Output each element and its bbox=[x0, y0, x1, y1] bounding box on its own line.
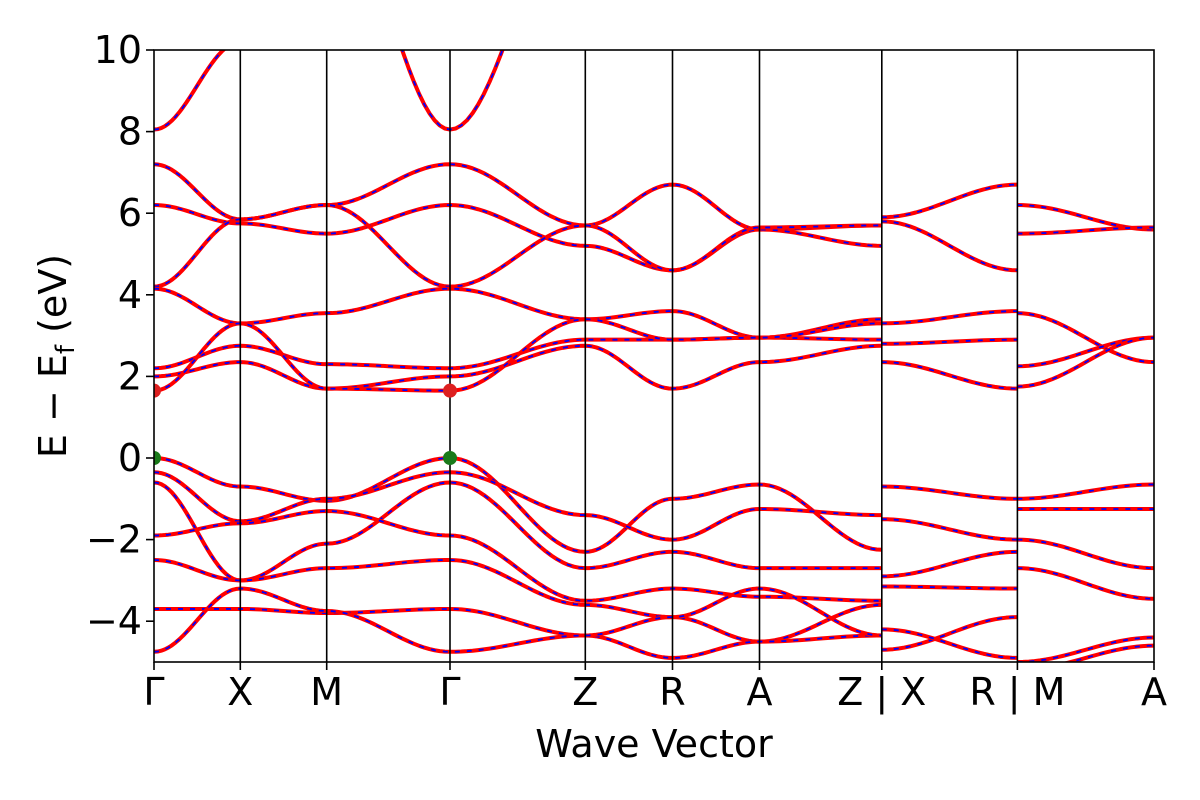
k-point-label-9: A bbox=[1141, 670, 1167, 714]
band-line-31 bbox=[1017, 482, 1154, 501]
band-line-21 bbox=[881, 517, 1018, 542]
svg-text:E − Ef (eV): E − Ef (eV) bbox=[31, 254, 81, 458]
band-line-overlay-12 bbox=[154, 559, 882, 643]
band-line-23 bbox=[881, 584, 1018, 591]
cbm-marker-1 bbox=[443, 383, 457, 398]
band-line-7 bbox=[154, 317, 882, 393]
vbm-marker-2 bbox=[154, 451, 161, 465]
y-axis-title-subscript: f bbox=[51, 344, 81, 354]
k-point-label-8: R | M bbox=[969, 670, 1065, 715]
band-line-15 bbox=[881, 182, 1018, 220]
y-axis-title: E − Ef (eV) bbox=[31, 254, 81, 458]
band-line-24 bbox=[881, 615, 1018, 652]
y-axis-ticks: 10 8 6 4 2 0 −2 −4 bbox=[86, 28, 154, 643]
y-tick-label-1: 8 bbox=[118, 110, 142, 154]
band-line-overlay-14 bbox=[154, 587, 882, 653]
y-tick-label-3: 4 bbox=[118, 273, 142, 317]
band-line-overlay-10 bbox=[154, 481, 882, 582]
band-line-overlay-2 bbox=[154, 204, 882, 272]
band-line-35 bbox=[1017, 635, 1154, 662]
x-axis-title: Wave Vector bbox=[535, 722, 773, 766]
band-line-33 bbox=[1017, 537, 1154, 571]
y-tick-label-6: −2 bbox=[86, 518, 142, 562]
band-line-overlay-30 bbox=[1017, 336, 1154, 388]
k-point-label-5: R bbox=[659, 670, 685, 714]
band-line-overlay-13 bbox=[154, 608, 882, 659]
k-point-label-4: Z bbox=[572, 670, 598, 714]
k-point-label-0: Γ bbox=[143, 670, 164, 714]
band-line-9 bbox=[154, 470, 882, 542]
band-line-36 bbox=[1062, 643, 1154, 662]
k-point-label-3: Γ bbox=[439, 670, 460, 714]
band-line-25 bbox=[881, 627, 1018, 660]
y-tick-label-7: −4 bbox=[86, 599, 142, 643]
y-tick-label-0: 10 bbox=[94, 28, 142, 72]
band-line-overlay-16 bbox=[881, 220, 1018, 272]
band-line-overlay-6 bbox=[154, 344, 882, 390]
y-axis-title-main: E − E bbox=[31, 354, 75, 458]
band-line-overlay-8 bbox=[154, 457, 882, 553]
band-line-overlay-11 bbox=[154, 510, 882, 602]
band-line-overlay-1 bbox=[154, 163, 882, 231]
band-line-34 bbox=[1017, 566, 1154, 601]
y-tick-label-2: 6 bbox=[118, 191, 142, 235]
band-line-2 bbox=[154, 203, 882, 273]
band-line-10 bbox=[154, 480, 882, 583]
band-line-0 bbox=[154, 50, 505, 132]
k-point-label-7: Z | X bbox=[837, 670, 926, 715]
band-line-overlay-28 bbox=[1017, 312, 1154, 364]
band-line-19 bbox=[881, 360, 1018, 391]
band-line-18 bbox=[881, 337, 1018, 346]
band-line-22 bbox=[881, 549, 1018, 579]
k-point-label-1: X bbox=[227, 670, 253, 714]
band-line-1 bbox=[154, 162, 882, 232]
band-line-overlay-4 bbox=[154, 287, 882, 339]
k-point-label-6: A bbox=[747, 670, 773, 714]
y-axis-title-unit: (eV) bbox=[31, 254, 75, 345]
band-line-4 bbox=[154, 286, 882, 340]
band-line-13 bbox=[154, 606, 882, 660]
band-edge-markers bbox=[154, 383, 457, 465]
band-line-overlay-3 bbox=[154, 204, 882, 288]
vbm-marker-3 bbox=[443, 451, 457, 465]
y-tick-label-4: 2 bbox=[118, 354, 142, 398]
band-line-17 bbox=[881, 309, 1018, 326]
band-line-20 bbox=[881, 484, 1018, 501]
k-point-label-2: M bbox=[310, 670, 343, 714]
plot-frame bbox=[153, 49, 1155, 663]
y-tick-label-5: 0 bbox=[118, 436, 142, 480]
bands-layer bbox=[154, 50, 1154, 662]
band-line-overlay-0 bbox=[154, 50, 504, 131]
cbm-marker-0 bbox=[154, 383, 161, 398]
k-point-lines bbox=[239, 50, 1019, 662]
band-line-27 bbox=[1017, 225, 1154, 236]
x-axis-ticks: Γ X M Γ Z R A Z | X R | M A bbox=[143, 662, 1167, 715]
